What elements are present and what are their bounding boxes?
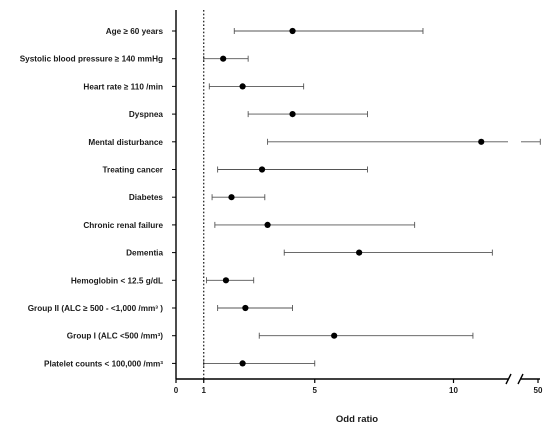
forest-row: Dyspnea [129,110,368,119]
forest-row: Platelet counts < 100,000 /mm³ [44,359,316,368]
odds-ratio-point [239,360,246,367]
row-label: Treating cancer [102,166,163,175]
x-tick-label: 5 [313,386,318,395]
x-tick-label: 50 [534,386,543,395]
odds-ratio-point [239,83,246,90]
forest-row: Diabetes [129,193,266,202]
axis-break-mark [517,373,524,385]
row-label: Dementia [126,249,163,258]
row-label: Age ≥ 60 years [106,27,164,36]
forest-row: Systolic blood pressure ≥ 140 mmHg [20,55,249,64]
odds-ratio-point [228,194,235,201]
forest-row: Treating cancer [102,166,368,175]
x-tick-label: 1 [202,386,207,395]
row-label: Chronic renal failure [83,221,163,230]
row-label: Platelet counts < 100,000 /mm³ [44,359,163,368]
row-label: Heart rate ≥ 110 /min [83,82,163,91]
odds-ratio-point [356,249,363,256]
odds-ratio-point [289,27,296,35]
row-label: Group I (ALC <500 /mm³) [67,332,163,341]
odds-ratio-point [264,221,271,228]
forest-row: Mental disturbance [88,138,541,147]
row-label: Hemoglobin < 12.5 g/dL [71,276,163,285]
odds-ratio-point [222,277,230,284]
row-label: Mental disturbance [88,138,163,147]
forest-row: Dementia [126,249,493,258]
odds-ratio-point [258,166,266,173]
row-label: Systolic blood pressure ≥ 140 mmHg [20,55,163,64]
axis-break-mark [505,373,512,385]
odds-ratio-point [331,332,338,339]
forest-row: Group II (ALC ≥ 500 - <1,000 /mm³ ) [28,304,293,313]
x-tick-label: 10 [449,386,458,395]
x-axis: 0 1 5 10 50 [174,10,543,395]
odds-ratio-point [478,138,485,145]
odds-ratio-point [242,304,249,312]
forest-row: Chronic renal failure [83,221,416,230]
row-label: Dyspnea [129,110,164,119]
forest-row: Heart rate ≥ 110 /min [83,82,305,91]
rows-layer: Age ≥ 60 years Systolic blood pressure ≥ … [20,27,541,368]
row-label: Group II (ALC ≥ 500 - <1,000 /mm³ ) [28,304,164,313]
row-label: Diabetes [129,193,164,202]
odds-ratio-point [220,55,227,62]
odds-ratio-point [289,111,296,118]
forest-row: Age ≥ 60 years [106,27,424,36]
forest-row: Hemoglobin < 12.5 g/dL [71,276,255,285]
x-axis-title: Odd ratio [336,414,378,425]
forest-row: Group I (ALC <500 /mm³) [67,332,474,341]
x-tick-label: 0 [174,386,179,395]
